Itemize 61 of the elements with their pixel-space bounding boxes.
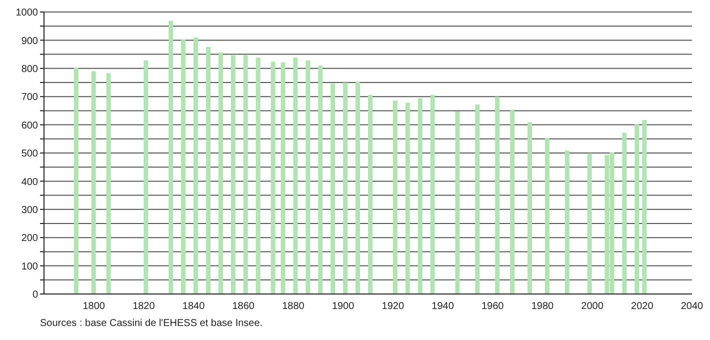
- bar: [206, 46, 210, 294]
- y-tick-label: 100: [21, 261, 38, 272]
- x-tick-label: 2020: [631, 301, 654, 312]
- bar: [230, 55, 236, 294]
- bar: [91, 71, 96, 294]
- x-tick-label: 1800: [82, 301, 106, 312]
- y-tick-label: 300: [21, 204, 38, 216]
- bar: [343, 82, 348, 294]
- bar: [280, 62, 286, 294]
- bar: [634, 124, 640, 294]
- y-tick-label: 400: [21, 176, 38, 188]
- x-tick-label: 1860: [232, 301, 255, 312]
- bar: [495, 96, 500, 294]
- bar: [218, 52, 223, 294]
- x-tick-label: 1940: [432, 301, 454, 312]
- x-tick-label: 2000: [581, 301, 604, 312]
- y-tick-label: 200: [21, 233, 38, 244]
- bar: [293, 58, 298, 294]
- bar: [356, 82, 360, 294]
- bar: [74, 68, 78, 294]
- bar: [106, 73, 111, 294]
- x-tick-label: 1900: [332, 301, 355, 312]
- x-tick-label: 1960: [481, 301, 504, 312]
- bar: [430, 94, 435, 294]
- y-tick-label: 1000: [16, 8, 38, 19]
- bar: [587, 153, 592, 294]
- bar: [256, 58, 260, 294]
- x-tick-label: 2040: [680, 301, 704, 312]
- bar: [368, 94, 372, 294]
- y-tick-label: 900: [21, 36, 38, 47]
- bar: [622, 132, 627, 294]
- bar: [181, 40, 186, 294]
- bar: [564, 150, 570, 294]
- bar: [544, 138, 550, 294]
- bar: [144, 60, 148, 294]
- bar: [168, 21, 174, 294]
- bar: [330, 84, 336, 294]
- bar: [455, 112, 460, 294]
- bar: [270, 62, 276, 294]
- bar: [306, 60, 310, 294]
- x-tick-label: 1820: [132, 301, 156, 312]
- bar: [642, 120, 647, 294]
- y-tick-label: 700: [21, 92, 38, 104]
- x-tick-label: 1920: [382, 301, 404, 312]
- y-tick-label: 500: [21, 148, 38, 160]
- bar: [243, 55, 248, 294]
- bar: [405, 102, 410, 294]
- y-tick-label: 600: [21, 120, 38, 132]
- y-tick-label: 800: [21, 64, 38, 75]
- x-tick-label: 1880: [282, 301, 305, 312]
- bar: [392, 100, 398, 294]
- x-tick-label: 1840: [182, 301, 206, 312]
- bar: [510, 110, 515, 294]
- bar: [194, 37, 198, 294]
- bar: [528, 122, 532, 294]
- y-tick-label: 0: [32, 290, 38, 301]
- bar: [318, 66, 323, 294]
- bar: [475, 104, 480, 294]
- x-tick-label: 1980: [531, 301, 554, 312]
- source-note: Sources : base Cassini de l'EHESS et base Insee.: [40, 318, 264, 329]
- bar: [418, 98, 422, 294]
